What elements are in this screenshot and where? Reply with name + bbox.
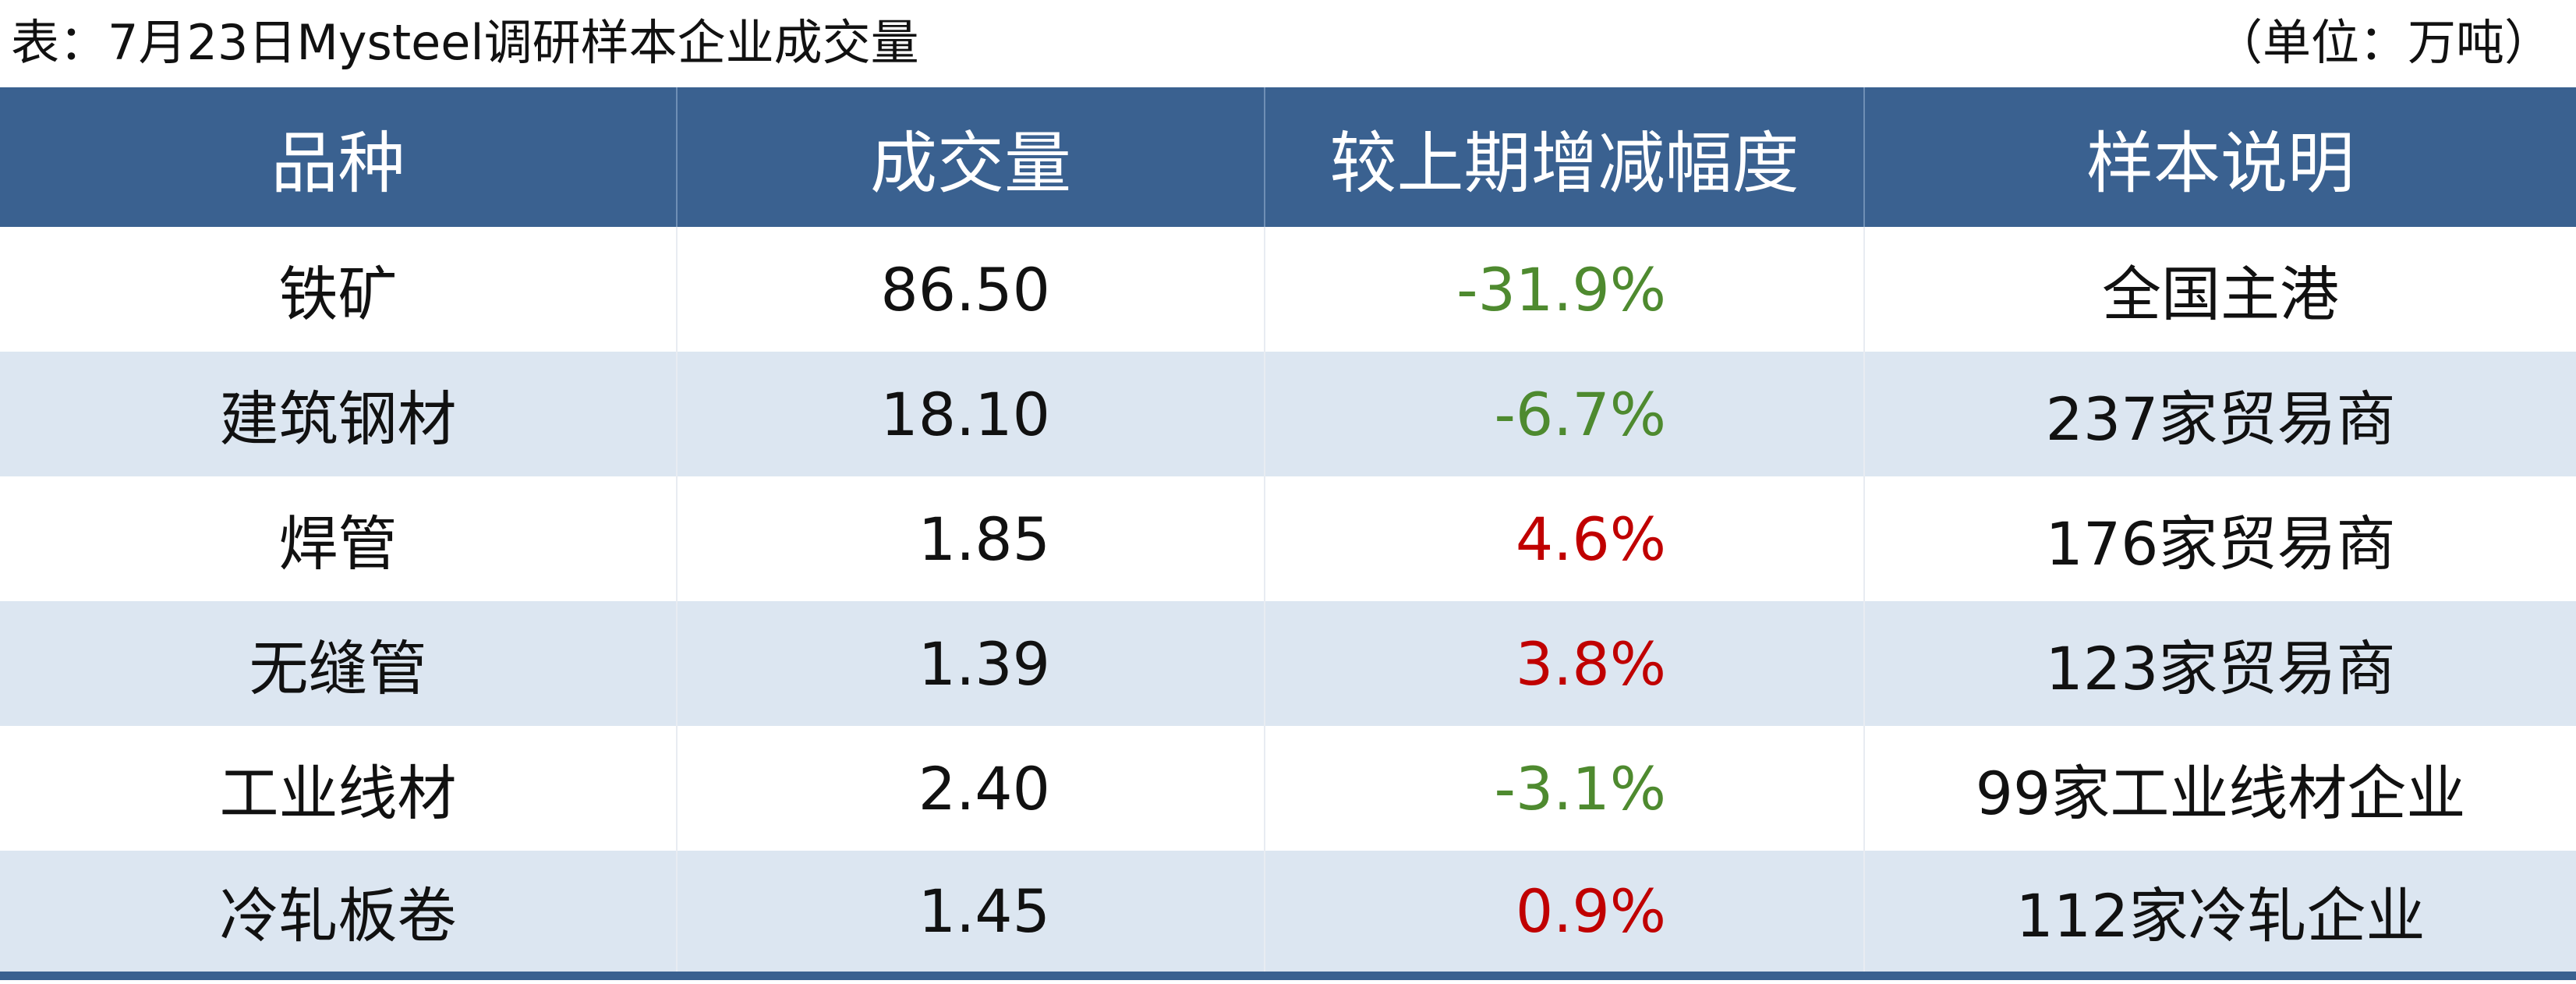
header-cell: 样本说明: [1863, 87, 2576, 227]
table-cell: 18.10: [676, 352, 1265, 476]
table-cell: 237家贸易商: [1863, 352, 2576, 476]
table-cell: -31.9%: [1264, 227, 1864, 352]
table-cell: -6.7%: [1264, 352, 1864, 476]
table-cell: 1.85: [676, 476, 1265, 601]
header-cell: 品种: [0, 87, 677, 227]
table-cell: 全国主港: [1863, 227, 2576, 352]
table-cell: 99家工业线材企业: [1863, 726, 2576, 851]
table-cell: 112家冷轧企业: [1863, 851, 2576, 975]
table-cell: 工业线材: [219, 759, 457, 828]
table-row: 铁矿 86.50 -31.9% 全国主港: [0, 227, 2576, 352]
data-table: 品种 成交量 较上期增减幅度 样本说明 铁矿 86.50 -31.9% 全国主港 建筑钢材 18…: [0, 87, 2576, 980]
table-title: 表：7月23日Mysteel调研样本企业成交量: [11, 14, 919, 71]
table-row: 无缝管 1.39 3.8% 123家贸易商: [0, 601, 2576, 726]
table-row: 焊管 1.85 4.6% 176家贸易商: [0, 476, 2576, 601]
table-cell: 2.40: [676, 726, 1265, 851]
table-cell: -3.1%: [1264, 726, 1864, 851]
table-cell: 铁矿: [278, 260, 398, 329]
table-cell: 冷轧板卷: [0, 851, 677, 975]
table-cell: 4.6%: [1264, 476, 1864, 601]
table-row: 冷轧板卷 1.45 0.9% 112家冷轧企业: [0, 851, 2576, 975]
table-row: 工业线材 2.40 -3.1% 99家工业线材企业: [0, 726, 2576, 851]
table-cell: 1.39: [676, 601, 1265, 726]
table-cell: 1.45: [676, 851, 1265, 975]
table-cell: 建筑钢材: [0, 352, 677, 476]
header-row: 品种 成交量 较上期增减幅度 样本说明: [0, 87, 2576, 227]
title-bar: 表：7月23日Mysteel调研样本企业成交量 （单位：万吨）: [0, 0, 2576, 87]
table-cell: 0.9%: [1264, 851, 1864, 975]
table-cell: 86.50: [676, 227, 1265, 352]
header-cell: 成交量: [676, 87, 1265, 227]
table-cell: 无缝管: [0, 601, 677, 726]
header-cell: 较上期增减幅度: [1264, 87, 1864, 227]
table-cell: 123家贸易商: [1863, 601, 2576, 726]
table-cell: 176家贸易商: [1863, 476, 2576, 601]
table-cell: 焊管: [278, 509, 398, 579]
unit-label: （单位：万吨）: [2213, 14, 2553, 71]
table-cell: 3.8%: [1264, 601, 1864, 726]
table-row: 建筑钢材 18.10 -6.7% 237家贸易商: [0, 352, 2576, 476]
